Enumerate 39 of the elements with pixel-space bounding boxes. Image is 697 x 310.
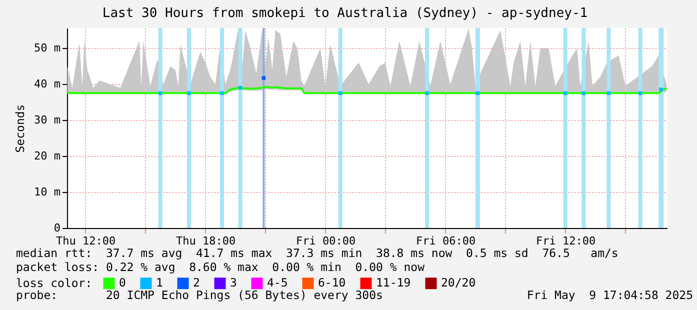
legend-label: 20/20 — [441, 275, 476, 290]
text: Fri May 9 17:04:58 2025 — [526, 288, 693, 302]
y-tick-label: 50 m — [34, 42, 61, 55]
text: median rtt: 37.7 ms avg 41.7 ms max 37.3 ms min 38.8 ms now 0.5 ms sd 76.5 am/s — [16, 246, 618, 260]
point — [606, 91, 611, 95]
text: packet loss: 0.22 % avg 8.60 % max 0.00 % min 0.00 % now — [16, 260, 424, 274]
point — [563, 91, 568, 95]
y-tick-label: 20 m — [34, 150, 61, 163]
point — [582, 91, 586, 95]
point — [338, 91, 342, 95]
point — [187, 91, 191, 95]
legend-label: 2 — [193, 275, 200, 290]
y-axis-title: Seconds — [13, 104, 28, 153]
x-tick-label: Thu 18:00 — [176, 234, 236, 248]
y-tick-label: 40 m — [34, 78, 61, 91]
y-tick-label: 10 m — [34, 186, 61, 199]
legend-label: 0 — [119, 275, 126, 290]
x-tick-label: Fri 12:00 — [536, 234, 596, 248]
y-tick-label: 30 m — [34, 114, 61, 127]
legend-title: loss color: — [16, 276, 92, 290]
text: probe: 20 ICMP Echo Pings (56 Bytes) every 300s — [16, 288, 383, 302]
legend-label: 3 — [230, 275, 237, 290]
point — [476, 91, 480, 95]
chart-title: Last 30 Hours from smokepi to Australia (Sydney) - ap-sydney-1 — [102, 6, 588, 21]
legend-label: 6-10 — [318, 275, 346, 290]
x-tick-label: Fri 06:00 — [416, 234, 476, 248]
y-tick-label: 0 — [54, 222, 60, 234]
legend-label: 11-19 — [376, 275, 411, 290]
point — [659, 88, 663, 92]
point — [220, 91, 224, 95]
line-series — [66, 86, 668, 94]
point — [638, 91, 642, 95]
point — [158, 91, 162, 95]
legend-label: 1 — [156, 275, 163, 290]
point — [262, 76, 266, 80]
x-tick-label: Thu 12:00 — [56, 234, 116, 248]
x-tick-label: Fri 00:00 — [296, 234, 356, 248]
point — [425, 91, 429, 95]
legend-label: 4-5 — [267, 275, 288, 290]
